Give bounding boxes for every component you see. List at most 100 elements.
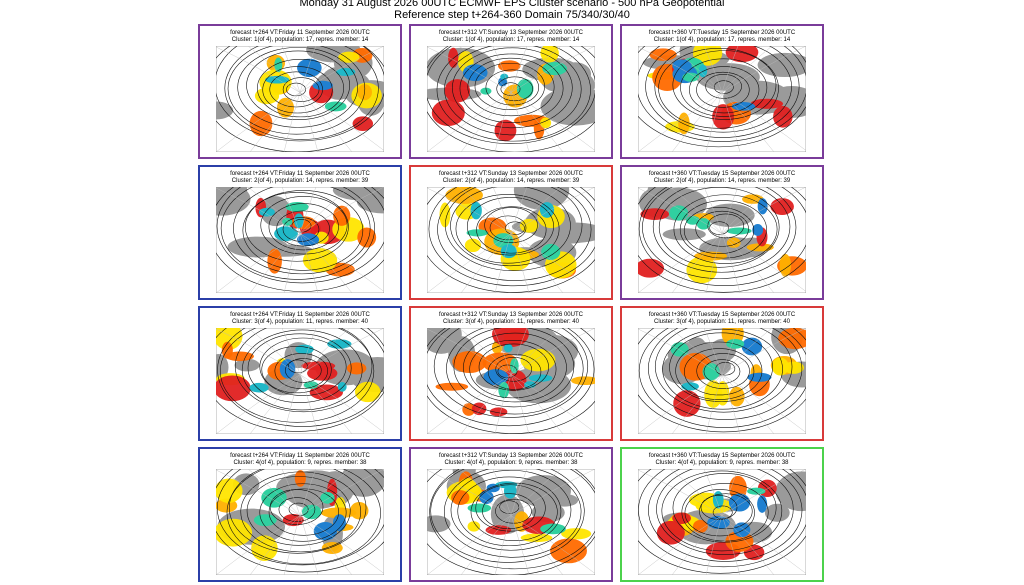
contour bbox=[689, 66, 760, 114]
cluster-panel: forecast t+264 VT:Friday 11 September 20… bbox=[198, 306, 402, 441]
anomaly bbox=[313, 522, 338, 541]
graticule bbox=[216, 328, 384, 433]
contour bbox=[455, 194, 560, 264]
anomaly bbox=[324, 101, 347, 112]
forecast-label: forecast t+360 VT:Tuesday 15 September 2… bbox=[648, 171, 796, 177]
contour bbox=[672, 50, 777, 120]
contour bbox=[246, 50, 351, 121]
subtitle: Reference step t+264-360 Domain 75/340/3… bbox=[394, 9, 630, 21]
contour bbox=[489, 215, 527, 241]
anomaly bbox=[726, 227, 752, 235]
contour bbox=[661, 470, 783, 552]
contour bbox=[652, 187, 791, 273]
contour bbox=[478, 343, 549, 391]
map bbox=[427, 328, 595, 434]
contour bbox=[484, 207, 538, 243]
anomaly bbox=[216, 478, 243, 503]
contour bbox=[429, 469, 595, 570]
contour bbox=[656, 469, 794, 555]
contour bbox=[662, 328, 783, 410]
anomaly bbox=[656, 520, 685, 545]
anomaly bbox=[773, 105, 793, 128]
contour bbox=[216, 187, 384, 284]
anomaly bbox=[741, 337, 763, 356]
anomaly bbox=[539, 202, 555, 218]
contour bbox=[709, 221, 730, 235]
contour bbox=[216, 469, 384, 573]
forecast-label: forecast t+360 VT:Tuesday 15 September 2… bbox=[648, 453, 796, 459]
anomaly bbox=[510, 358, 519, 374]
contour bbox=[216, 46, 384, 152]
anomaly bbox=[733, 522, 751, 538]
anomaly bbox=[303, 381, 319, 389]
forecast-label: forecast t+264 VT:Friday 11 September 20… bbox=[230, 453, 370, 459]
cluster-label: Cluster: 4(of 4), population: 9, repres.… bbox=[444, 460, 578, 466]
contour bbox=[485, 69, 539, 106]
contour bbox=[658, 187, 780, 268]
contour bbox=[427, 328, 595, 427]
anomaly bbox=[445, 187, 483, 204]
contour bbox=[654, 46, 792, 133]
anomaly bbox=[444, 79, 471, 103]
forecast-label: forecast t+264 VT:Friday 11 September 20… bbox=[230, 312, 370, 318]
anomaly bbox=[670, 342, 689, 357]
contour bbox=[683, 207, 755, 255]
graticule bbox=[638, 46, 806, 151]
contour bbox=[496, 76, 533, 102]
land bbox=[764, 503, 790, 522]
anomaly bbox=[640, 208, 670, 220]
anomaly bbox=[431, 99, 465, 126]
anomaly bbox=[498, 381, 510, 399]
contour bbox=[457, 476, 562, 547]
anomaly bbox=[698, 64, 708, 78]
anomaly bbox=[500, 244, 517, 259]
anomaly bbox=[216, 375, 251, 402]
anomaly bbox=[712, 104, 735, 130]
anomaly bbox=[274, 57, 283, 73]
anomaly bbox=[571, 376, 595, 386]
contour bbox=[224, 46, 379, 140]
anomaly bbox=[540, 523, 566, 535]
contour bbox=[470, 482, 558, 541]
graticule bbox=[427, 46, 595, 151]
contour bbox=[237, 47, 358, 128]
forecast-label: forecast t+360 VT:Tuesday 15 September 2… bbox=[648, 30, 796, 36]
cluster-label: Cluster: 2(of 4), population: 14, repres… bbox=[442, 178, 580, 184]
map bbox=[216, 187, 384, 293]
anomaly bbox=[678, 112, 690, 135]
contour bbox=[712, 505, 733, 520]
anomaly bbox=[503, 343, 513, 353]
anomaly bbox=[462, 403, 476, 416]
anomaly bbox=[294, 213, 304, 229]
anomaly bbox=[258, 207, 275, 217]
map bbox=[427, 46, 595, 152]
contour bbox=[241, 329, 363, 411]
contour bbox=[433, 328, 589, 418]
cluster-panel: forecast t+264 VT:Friday 11 September 20… bbox=[198, 447, 402, 582]
contour bbox=[638, 469, 806, 574]
contour bbox=[654, 328, 793, 413]
contour bbox=[430, 469, 585, 563]
contour bbox=[288, 359, 308, 373]
contour bbox=[681, 483, 769, 542]
contour bbox=[217, 328, 384, 427]
anomaly bbox=[696, 218, 711, 230]
contour bbox=[705, 74, 742, 99]
contour bbox=[233, 187, 371, 275]
map bbox=[427, 469, 595, 575]
anomaly bbox=[253, 514, 277, 527]
anomaly bbox=[550, 538, 587, 564]
contour bbox=[463, 332, 567, 403]
cluster-label: Cluster: 3(of 4), population: 11, repres… bbox=[654, 319, 790, 325]
anomaly bbox=[338, 51, 360, 63]
contour bbox=[244, 192, 349, 262]
contour bbox=[715, 362, 736, 376]
contour bbox=[638, 328, 806, 433]
map bbox=[427, 187, 595, 293]
anomaly bbox=[267, 248, 282, 274]
anomaly bbox=[467, 521, 481, 532]
anomaly bbox=[480, 87, 492, 95]
contour bbox=[446, 328, 584, 415]
anomaly bbox=[467, 503, 492, 513]
anomaly bbox=[771, 357, 789, 376]
